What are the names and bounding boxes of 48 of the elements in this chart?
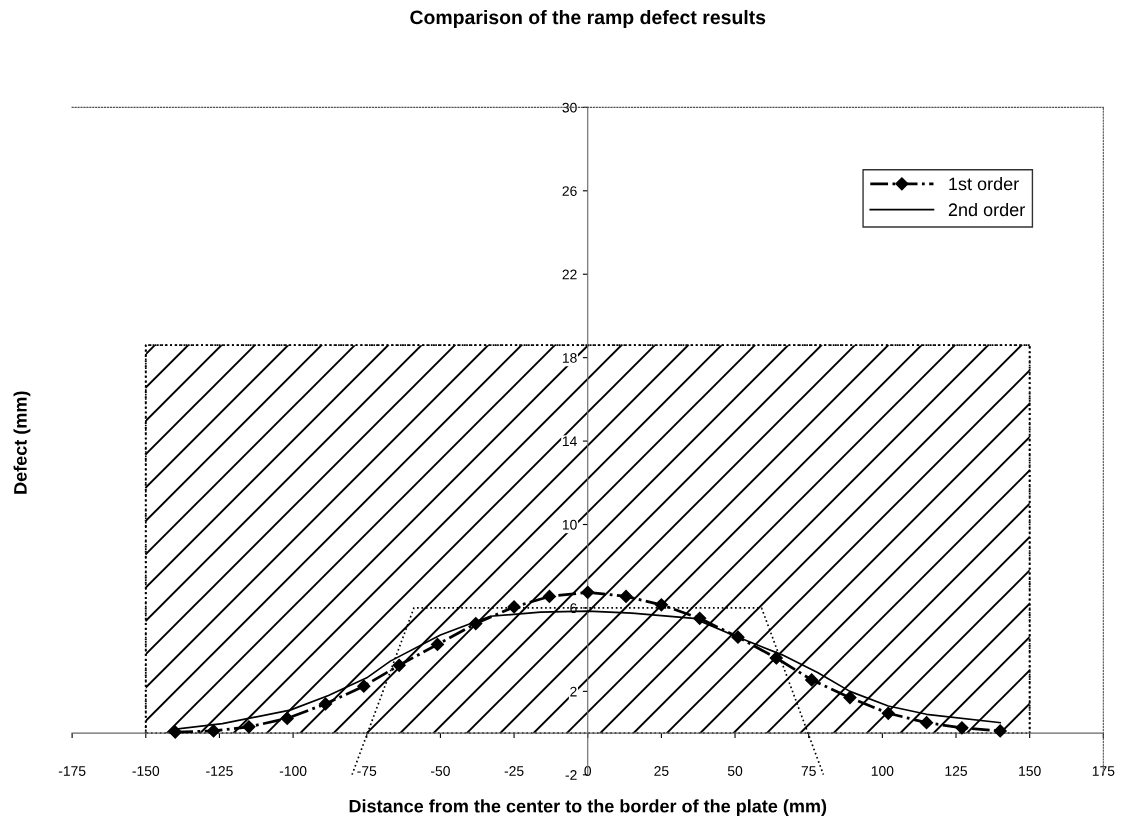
y-tick-label: 22 xyxy=(562,269,577,280)
point xyxy=(507,600,521,614)
chart-title: Comparison of the ramp defect results xyxy=(410,9,766,29)
point xyxy=(206,724,221,738)
point xyxy=(881,706,895,720)
x-tick-label: -175 xyxy=(58,766,86,776)
x-tick-label: 0 xyxy=(584,766,592,776)
y-tick-label: -2 xyxy=(565,770,577,780)
point xyxy=(318,697,333,711)
point xyxy=(430,637,445,652)
legend-label: 1st order xyxy=(949,177,1019,191)
x-tick-label: 75 xyxy=(801,766,816,776)
point xyxy=(654,598,668,612)
x-tick-label: 100 xyxy=(871,766,894,776)
y-tick-label: 26 xyxy=(562,186,577,196)
x-tick-label: -125 xyxy=(206,766,233,776)
point xyxy=(769,651,783,665)
y-tick-label: 18 xyxy=(562,352,577,363)
y-tick-label: 14 xyxy=(562,436,577,447)
x-tick-label: -75 xyxy=(357,766,377,776)
y-tick-label: 10 xyxy=(562,519,577,530)
x-tick-label: -100 xyxy=(279,766,307,776)
x-tick-label: 150 xyxy=(1019,766,1041,776)
x-tick-label: -150 xyxy=(132,766,160,776)
point xyxy=(843,691,857,705)
x-tick-label: 175 xyxy=(1092,766,1115,776)
point xyxy=(581,585,595,599)
point xyxy=(919,716,934,730)
x-tick-label: 125 xyxy=(945,766,968,776)
point xyxy=(280,711,294,726)
point xyxy=(542,589,557,604)
y-tick-label: 2 xyxy=(570,686,577,697)
x-tick-label: -25 xyxy=(504,766,524,776)
point xyxy=(242,720,256,734)
point xyxy=(955,721,969,735)
x-axis-title: Distance from the center to the border of the plate (mm) xyxy=(349,799,827,817)
point xyxy=(168,725,182,739)
point xyxy=(619,589,633,604)
x-tick-label: 25 xyxy=(654,766,669,776)
point xyxy=(357,679,371,693)
point xyxy=(993,724,1007,738)
point xyxy=(392,658,406,672)
legend-label: 2nd order xyxy=(948,202,1025,217)
y-axis-title: Defect (mm) xyxy=(13,391,31,494)
x-tick-label: 50 xyxy=(727,766,743,776)
point xyxy=(805,673,819,687)
y-tick-label: 30 xyxy=(562,102,577,113)
x-tick-label: -50 xyxy=(431,766,450,776)
